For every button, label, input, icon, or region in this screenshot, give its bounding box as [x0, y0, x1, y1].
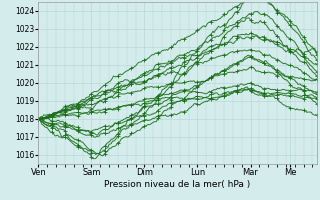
X-axis label: Pression niveau de la mer( hPa ): Pression niveau de la mer( hPa ) [104, 180, 251, 189]
